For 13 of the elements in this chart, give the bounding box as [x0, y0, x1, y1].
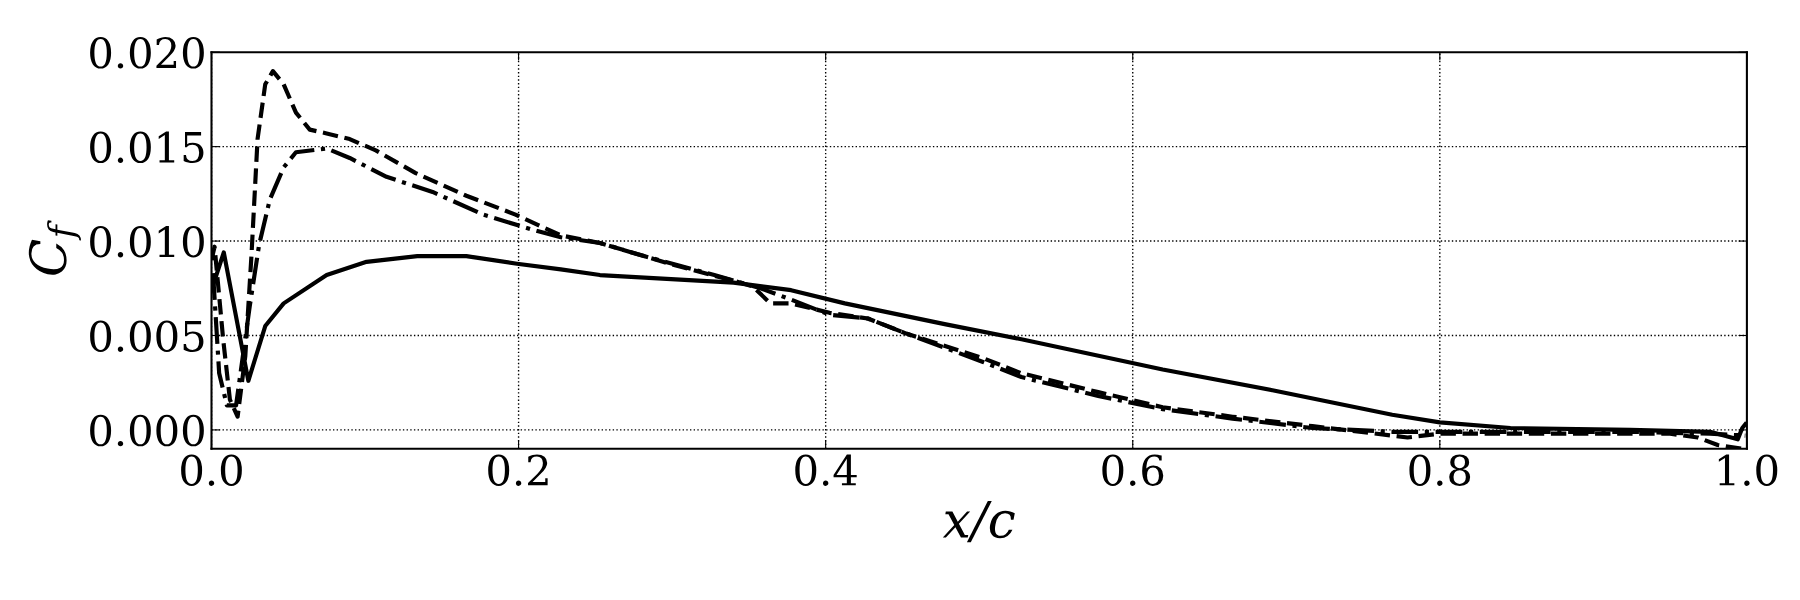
y-tick-label: 0.015: [90, 131, 204, 164]
y-tick-label: 0.000: [90, 414, 204, 447]
x-tick-label: 0.6: [1102, 454, 1164, 486]
x-tick-label: 0.2: [488, 454, 548, 486]
y-tick-label: 0.010: [90, 225, 204, 258]
y-tick-label: 0.020: [90, 37, 204, 69]
y-tick-label: 0.005: [90, 320, 204, 352]
x-tick-label: 0.8: [1409, 454, 1471, 486]
y-axis-title: C$_{f}$: [28, 220, 81, 275]
x-axis-title: x/c: [942, 501, 1015, 543]
x-tick-label: 0.0: [181, 454, 242, 486]
x-tick-label: 1.0: [1718, 454, 1778, 486]
x-tick-label: 0.4: [795, 454, 857, 486]
